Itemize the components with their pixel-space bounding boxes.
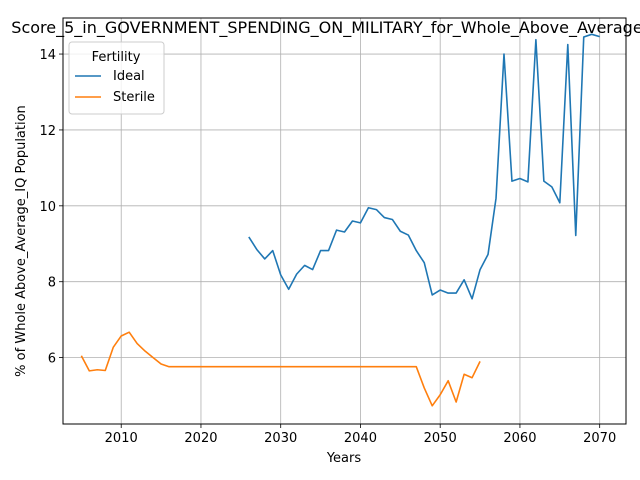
x-tick-label: 2070 — [583, 431, 616, 446]
legend-label-ideal: Ideal — [113, 69, 145, 84]
legend: Fertility Ideal Sterile — [68, 41, 165, 115]
y-tick-label: 8 — [48, 276, 56, 291]
legend-entries: Ideal Sterile — [75, 69, 155, 105]
x-tick-label: 2020 — [184, 431, 217, 446]
x-axis-label: Years — [326, 451, 362, 466]
x-tick-label: 2010 — [105, 431, 138, 446]
plot-frame — [62, 17, 627, 425]
legend-label-sterile: Sterile — [113, 90, 155, 105]
x-tick-label: 2040 — [344, 431, 377, 446]
y-axis-ticks: 6 8 10 12 14 — [39, 48, 63, 367]
series-line-ideal — [248, 33, 600, 300]
x-tick-label: 2030 — [264, 431, 297, 446]
y-tick-label: 6 — [48, 352, 56, 367]
series-line-sterile — [80, 331, 481, 407]
legend-box — [68, 41, 165, 115]
legend-title: Fertility — [92, 50, 141, 65]
series-lines — [80, 33, 600, 407]
y-tick-label: 12 — [39, 124, 56, 139]
x-tick-label: 2060 — [503, 431, 536, 446]
x-tick-label: 2050 — [424, 431, 457, 446]
y-tick-label: 10 — [39, 200, 56, 215]
y-axis-label: % of Whole Above_Average_IQ Population — [14, 105, 29, 377]
x-axis-ticks: 2010 2020 2030 2040 2050 2060 2070 — [105, 424, 616, 446]
chart-title: Score_5_in_GOVERNMENT_SPENDING_ON_MILITA… — [11, 18, 640, 38]
grid-lines — [63, 18, 626, 424]
y-tick-label: 14 — [39, 48, 56, 63]
